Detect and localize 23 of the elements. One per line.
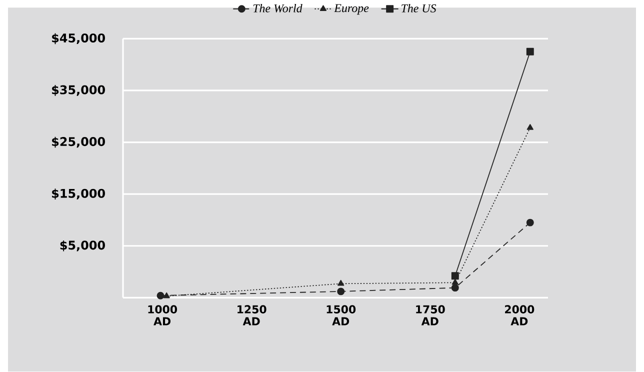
x-tick-label: 1000 AD	[148, 305, 178, 326]
x-tick-label: 1750 AD	[416, 305, 445, 326]
legend-label: Europe	[334, 4, 369, 15]
point	[337, 288, 345, 296]
y-tick-label: $35,000	[52, 85, 105, 96]
point	[156, 292, 164, 300]
point	[452, 279, 458, 285]
y-tick-label: $25,000	[52, 137, 105, 148]
y-tick-label: $45,000	[52, 33, 105, 44]
x-tick-label: 1250 AD	[238, 305, 266, 326]
y-tick-label: $5,000	[60, 240, 105, 252]
point	[338, 280, 344, 286]
legend-label: The World	[253, 4, 302, 13]
point	[451, 272, 459, 280]
point	[526, 48, 534, 56]
x-tick-label: 1500 AD	[326, 305, 356, 326]
legend-label: The US	[402, 4, 436, 13]
point	[451, 284, 459, 292]
y-tick-label: $15,000	[52, 188, 105, 200]
x-tick-label: 2000 AD	[505, 305, 534, 326]
point	[163, 292, 170, 298]
point	[526, 218, 534, 226]
point	[526, 124, 534, 130]
